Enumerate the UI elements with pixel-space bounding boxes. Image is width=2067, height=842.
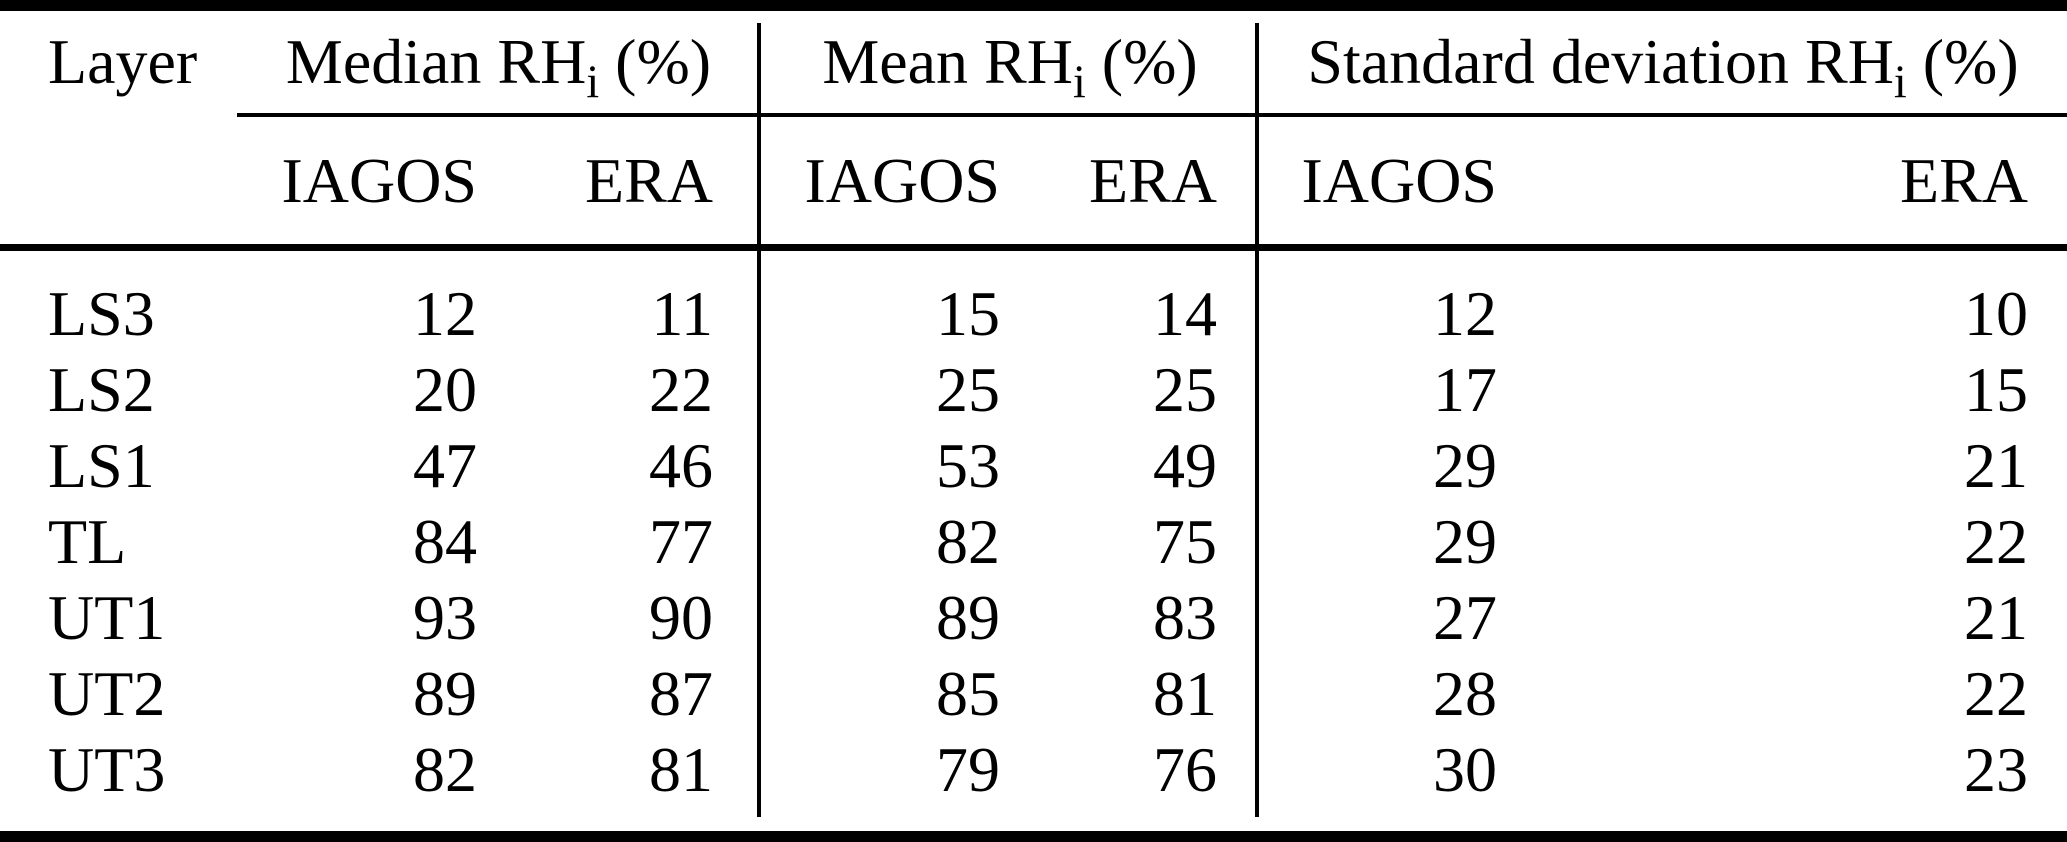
table-body: LS3 12 11 15 14 12 10 LS2 20 22 25 25 17… — [0, 276, 2067, 808]
median-group-header: Median RHi (%) — [240, 25, 757, 104]
table-row: TL 84 77 82 75 29 22 — [0, 504, 2067, 580]
median-iagos-cell: 82 — [413, 734, 477, 805]
group-header-row: Layer Median RHi (%) Mean RHi (%) Standa… — [0, 11, 2067, 113]
layer-cell: UT1 — [48, 582, 166, 653]
layer-column-header: Layer — [48, 26, 198, 97]
median-group-header-subscript: i — [586, 55, 600, 107]
median-iagos-cell: 93 — [413, 582, 477, 653]
layer-cell: UT2 — [48, 658, 166, 729]
layer-cell: LS3 — [48, 278, 155, 349]
sd-iagos-cell: 28 — [1433, 658, 1497, 729]
sd-era-cell: 15 — [1964, 354, 2028, 425]
mean-iagos-cell: 25 — [936, 354, 1000, 425]
sd-iagos-cell: 17 — [1433, 354, 1497, 425]
sd-iagos-cell: 12 — [1433, 278, 1497, 349]
table-row: UT1 93 90 89 83 27 21 — [0, 580, 2067, 656]
sd-group-header: Standard deviation RHi (%) — [1259, 25, 2067, 104]
sd-group-header-text: Standard deviation RH — [1307, 26, 1894, 97]
mean-iagos-cell: 89 — [936, 582, 1000, 653]
median-iagos-cell: 20 — [413, 354, 477, 425]
mean-group-header: Mean RHi (%) — [765, 25, 1255, 104]
median-iagos-cell: 89 — [413, 658, 477, 729]
sd-era-cell: 21 — [1964, 582, 2028, 653]
sd-iagos-cell: 29 — [1433, 430, 1497, 501]
table-row: LS1 47 46 53 49 29 21 — [0, 428, 2067, 504]
subheader-underline — [0, 244, 2067, 251]
median-era-cell: 22 — [649, 354, 713, 425]
table-row: LS3 12 11 15 14 12 10 — [0, 276, 2067, 352]
layer-cell: TL — [48, 506, 127, 577]
sd-era-cell: 21 — [1964, 430, 2028, 501]
group-header-underline — [237, 113, 2067, 117]
median-era-cell: 46 — [649, 430, 713, 501]
column-divider-mean-sd — [1255, 23, 1259, 817]
median-group-header-unit: (%) — [599, 26, 712, 97]
sd-era-cell: 22 — [1964, 506, 2028, 577]
sd-iagos-subheader: IAGOS — [1301, 144, 1497, 216]
table-row: UT2 89 87 85 81 28 22 — [0, 656, 2067, 732]
sd-iagos-cell: 27 — [1433, 582, 1497, 653]
column-divider-median-mean — [757, 23, 761, 817]
mean-era-cell: 81 — [1153, 658, 1217, 729]
mean-era-subheader: ERA — [1089, 144, 1217, 216]
sd-era-cell: 23 — [1964, 734, 2028, 805]
layer-cell: LS2 — [48, 354, 155, 425]
mean-era-cell: 49 — [1153, 430, 1217, 501]
mean-iagos-cell: 15 — [936, 278, 1000, 349]
median-iagos-subheader: IAGOS — [281, 144, 477, 216]
sd-era-subheader: ERA — [1900, 144, 2028, 216]
mean-iagos-cell: 82 — [936, 506, 1000, 577]
median-iagos-cell: 47 — [413, 430, 477, 501]
mean-era-cell: 76 — [1153, 734, 1217, 805]
mean-era-cell: 83 — [1153, 582, 1217, 653]
median-era-cell: 77 — [649, 506, 713, 577]
sd-era-cell: 10 — [1964, 278, 2028, 349]
table-row: LS2 20 22 25 25 17 15 — [0, 352, 2067, 428]
sd-iagos-cell: 30 — [1433, 734, 1497, 805]
median-iagos-cell: 84 — [413, 506, 477, 577]
sd-group-header-unit: (%) — [1906, 26, 2019, 97]
mean-era-cell: 14 — [1153, 278, 1217, 349]
mean-iagos-cell: 79 — [936, 734, 1000, 805]
sd-group-header-subscript: i — [1893, 55, 1907, 107]
mean-iagos-subheader: IAGOS — [804, 144, 1000, 216]
subheader-row: IAGOS ERA IAGOS ERA IAGOS ERA — [0, 117, 2067, 244]
mean-group-header-subscript: i — [1072, 55, 1086, 107]
layer-cell: UT3 — [48, 734, 166, 805]
mean-group-header-text: Mean RH — [822, 26, 1073, 97]
median-era-cell: 11 — [651, 278, 713, 349]
sd-era-cell: 22 — [1964, 658, 2028, 729]
median-era-cell: 87 — [649, 658, 713, 729]
sd-iagos-cell: 29 — [1433, 506, 1497, 577]
table-row: UT3 82 81 79 76 30 23 — [0, 732, 2067, 808]
top-rule — [0, 0, 2067, 11]
layer-cell: LS1 — [48, 430, 155, 501]
mean-era-cell: 25 — [1153, 354, 1217, 425]
median-era-cell: 81 — [649, 734, 713, 805]
bottom-rule — [0, 831, 2067, 842]
median-era-cell: 90 — [649, 582, 713, 653]
mean-group-header-unit: (%) — [1085, 26, 1198, 97]
median-group-header-text: Median RH — [285, 26, 587, 97]
mean-iagos-cell: 85 — [936, 658, 1000, 729]
mean-era-cell: 75 — [1153, 506, 1217, 577]
mean-iagos-cell: 53 — [936, 430, 1000, 501]
median-iagos-cell: 12 — [413, 278, 477, 349]
median-era-subheader: ERA — [585, 144, 713, 216]
